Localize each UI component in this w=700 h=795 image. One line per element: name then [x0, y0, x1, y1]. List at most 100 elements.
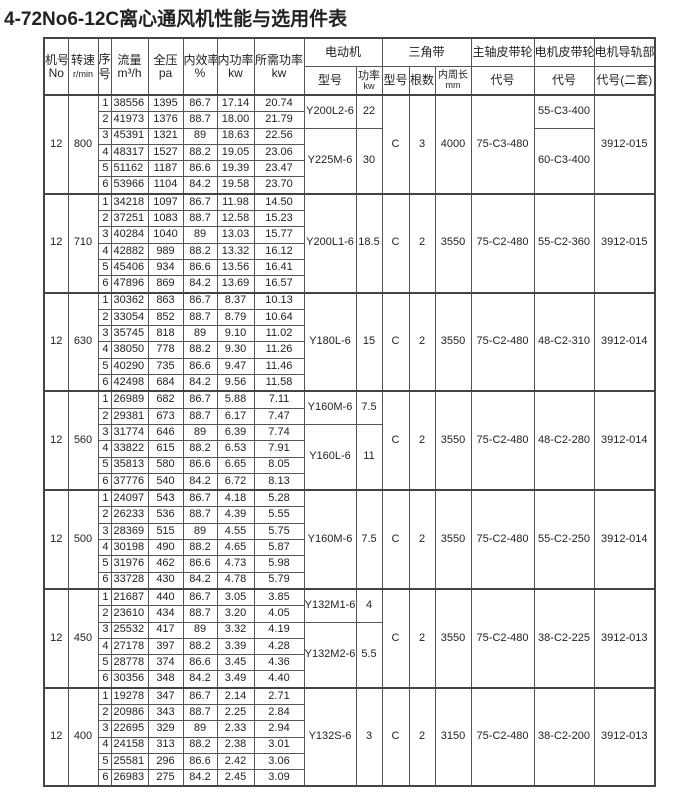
required-power: 15.23 [253, 210, 305, 228]
table-row: 6 42498 684 84.2 9.56 11.58 [44, 374, 655, 392]
required-power: 7.74 [253, 423, 305, 442]
flow: 51162 [110, 160, 149, 178]
pressure: 1104 [147, 176, 184, 195]
pressure: 869 [147, 275, 184, 294]
efficiency: 88.2 [182, 440, 218, 458]
required-power: 23.06 [253, 143, 305, 162]
table-row: 12 450 1 21687 440 86.7 3.05 3.85 Y132M1-6 4 C 2 355… [43, 587, 656, 689]
vbelt-length: 3550 [434, 587, 472, 689]
seq: 3 [97, 720, 112, 738]
seq: 2 [97, 111, 112, 129]
seq: 3 [97, 621, 112, 639]
inner-power: 19.39 [216, 160, 255, 178]
required-power: 4.28 [253, 637, 305, 656]
label: 功率 [358, 69, 380, 82]
flow: 24158 [110, 736, 149, 754]
pressure: 540 [147, 472, 184, 491]
vbelt-length: 3150 [434, 686, 472, 787]
header-motor-pulley: 电机皮带轮 [533, 37, 595, 67]
inner-power: 2.45 [216, 769, 255, 787]
table-row: 4 30198 490 88.2 4.65 5.87 [44, 539, 655, 557]
vbelt-type: C [381, 587, 410, 689]
motor-model: Y160M-6 [303, 390, 357, 425]
required-power: 23.47 [253, 160, 305, 178]
vbelt-type: C [381, 192, 410, 294]
pressure: 863 [147, 291, 184, 310]
required-power: 16.12 [253, 242, 305, 260]
inner-power: 18.63 [216, 127, 255, 145]
vbelt-count: 2 [408, 489, 436, 590]
flow: 27178 [110, 637, 149, 656]
pressure: 275 [147, 769, 184, 787]
flow: 53966 [110, 176, 149, 195]
table-row: 12 800 1 38556 1395 86.7 17.14 20.74 Y200L2-6 22 C… [43, 93, 656, 195]
motor-model: Y160M-6 [303, 489, 357, 590]
seq: 6 [97, 670, 112, 689]
seq: 4 [97, 341, 112, 359]
header-main-pulley-code: 代号 [470, 66, 535, 96]
label: 全压 [153, 52, 178, 67]
required-power: 5.75 [253, 522, 305, 541]
seq: 2 [97, 506, 112, 524]
pressure: 536 [147, 506, 184, 524]
pressure: 417 [147, 621, 184, 639]
table-row: 5 45406 934 86.6 13.56 16.41 [44, 258, 655, 277]
flow: 30198 [110, 539, 149, 557]
seq: 3 [97, 226, 112, 244]
efficiency: 88.7 [182, 605, 218, 623]
inner-power: 2.25 [216, 703, 255, 722]
motor-power: 3 [355, 686, 383, 787]
pressure: 462 [147, 555, 184, 573]
efficiency: 86.7 [182, 94, 218, 113]
table-row: 4 33822 615 88.2 6.53 7.91 [44, 440, 655, 458]
table-row: 2 23610 434 88.7 3.20 4.05 [44, 605, 655, 623]
header-vbelt-type: 型号 [381, 66, 410, 96]
motor-power: 18.5 [355, 192, 383, 294]
header-vbelt: 三角带 [381, 37, 472, 67]
required-power: 8.05 [253, 456, 305, 474]
label: 所需功率 [254, 52, 303, 67]
required-power: 22.56 [253, 127, 305, 145]
main-pulley-code: 75-C2-480 [470, 390, 535, 491]
pressure: 684 [147, 374, 184, 392]
pressure: 543 [147, 489, 184, 508]
flow: 31976 [110, 555, 149, 573]
motor-model: Y132M2-6 [303, 621, 357, 689]
efficiency: 84.2 [182, 275, 218, 294]
flow: 23610 [110, 605, 149, 623]
seq: 6 [97, 374, 112, 392]
main-pulley-code: 75-C2-480 [470, 489, 535, 590]
required-power: 20.74 [253, 94, 305, 113]
efficiency: 84.2 [182, 670, 218, 689]
table-row: 5 51162 1187 86.6 19.39 23.47 [44, 160, 655, 178]
efficiency: 86.6 [182, 160, 218, 178]
main-pulley-code: 75-C2-480 [470, 686, 535, 787]
pressure: 1187 [147, 160, 184, 178]
main-pulley-code: 75-C2-480 [470, 291, 535, 392]
seq: 6 [97, 769, 112, 787]
efficiency: 84.2 [182, 769, 218, 787]
header-speed: 转速 r/min [67, 37, 99, 96]
main-pulley-code: 75-C2-480 [470, 192, 535, 294]
seq: 1 [97, 587, 112, 607]
seq: 4 [97, 539, 112, 557]
seq: 5 [97, 160, 112, 178]
table-row: 4 24158 313 88.2 2.38 3.01 [44, 736, 655, 754]
inner-power: 4.39 [216, 506, 255, 524]
inner-power: 2.38 [216, 736, 255, 754]
efficiency: 89 [182, 423, 218, 442]
label: 内周长 [438, 70, 469, 81]
pressure: 646 [147, 423, 184, 442]
speed: 630 [67, 291, 99, 392]
seq: 5 [97, 555, 112, 573]
pressure: 343 [147, 703, 184, 722]
machine-no: 12 [43, 192, 69, 294]
inner-power: 8.37 [216, 291, 255, 310]
rail-code: 3912-013 [593, 686, 656, 787]
rail-code: 3912-015 [593, 192, 656, 294]
required-power: 2.71 [253, 686, 305, 705]
speed: 710 [67, 192, 99, 294]
efficiency: 89 [182, 621, 218, 639]
flow: 33822 [110, 440, 149, 458]
seq: 6 [97, 571, 112, 590]
